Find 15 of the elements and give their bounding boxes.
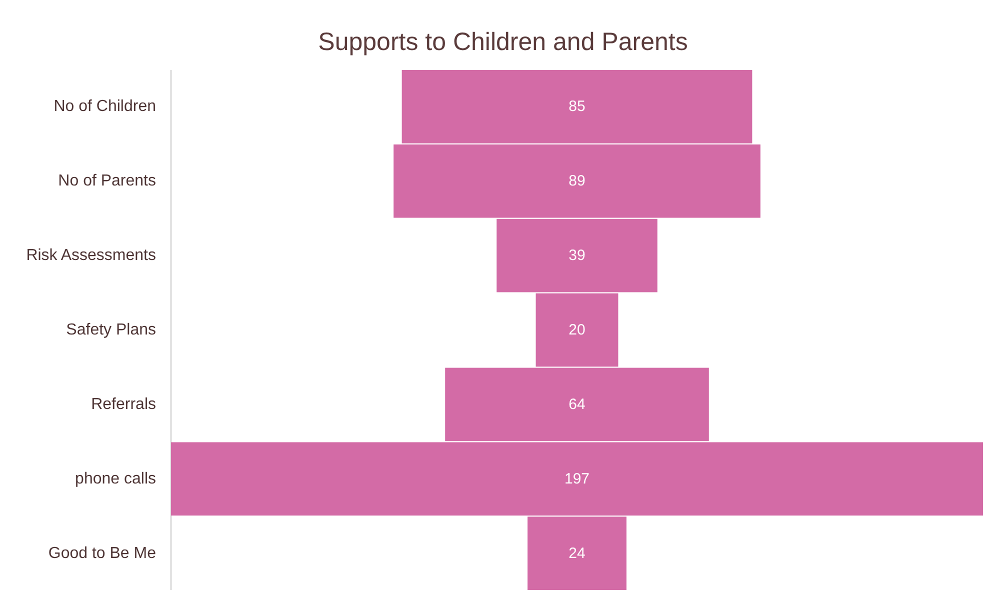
category-label: Risk Assessments [26, 247, 156, 264]
data-label: 20 [568, 322, 586, 338]
category-label: No of Children [54, 98, 156, 116]
category-label: Good to Be Me [48, 544, 156, 562]
data-label: 39 [568, 247, 586, 264]
data-label: 85 [568, 98, 586, 116]
data-label: 24 [568, 544, 586, 562]
data-label: 197 [564, 470, 590, 488]
category-label: phone calls [75, 470, 156, 488]
category-label: Referrals [91, 396, 156, 413]
category-label: No of Parents [58, 172, 156, 190]
data-label: 64 [568, 396, 586, 413]
text: Supports to Children and Parents [318, 28, 688, 56]
data-label: 89 [568, 172, 586, 190]
category-label: Safety Plans [66, 322, 156, 338]
